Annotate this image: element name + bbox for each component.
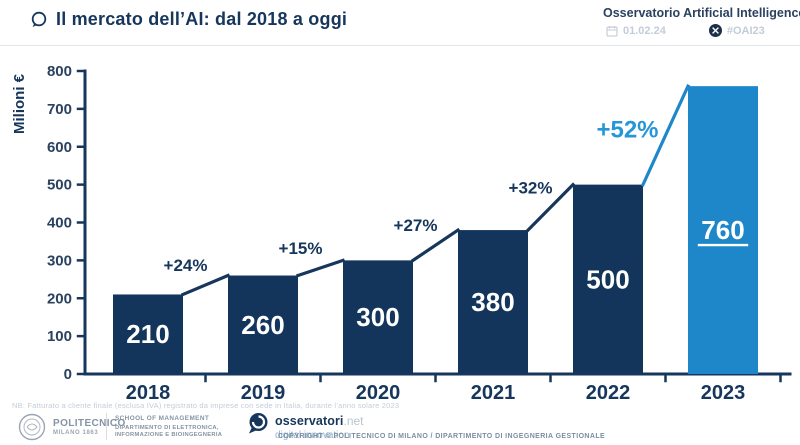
school-line3: INFORMAZIONE E BIOINGEGNERIA	[115, 432, 223, 438]
school-block: SCHOOL OF MANAGEMENT DIPARTIMENTO DI ELE…	[115, 415, 222, 439]
school-line1: SCHOOL OF MANAGEMENT	[115, 415, 210, 422]
x-category-label: 2022	[586, 382, 631, 404]
school-line2: DIPARTIMENTO DI ELETTRONICA,	[115, 425, 219, 431]
growth-label: +52%	[596, 116, 658, 143]
bar-2018	[113, 294, 183, 374]
osservatori-tld: .net	[343, 414, 364, 428]
politecnico-name: POLITECNICO	[53, 418, 126, 429]
date-label: 01.02.24	[623, 24, 666, 37]
osservatori-tagline: digital innovation	[275, 430, 350, 441]
page-title: Il mercato dell’AI: dal 2018 a oggi	[56, 9, 348, 29]
growth-label: +32%	[509, 178, 553, 197]
y-tick-label: 200	[47, 290, 72, 307]
politecnico-logo: POLITECNICO MILANO 1863	[18, 413, 126, 441]
bar-value-label: 210	[126, 319, 169, 349]
y-tick-label: 600	[47, 139, 72, 156]
brand-block: Osservatorio Artificial Intelligence 01.…	[596, 6, 800, 37]
bar-value-label: 300	[356, 302, 399, 332]
osservatori-name: osservatori	[275, 414, 344, 428]
footnote: NB: Fatturato a cliente finale (esclusa …	[12, 401, 400, 410]
bar-2019	[228, 275, 298, 374]
hashtag-label: #OAI23	[726, 24, 765, 37]
osservatori-bubble-icon	[249, 413, 268, 434]
politecnico-sub: MILANO 1863	[53, 430, 99, 436]
bar-2023	[688, 86, 758, 375]
speech-bubble-icon	[31, 11, 47, 27]
growth-label: +24%	[164, 256, 208, 275]
growth-line	[410, 227, 461, 263]
growth-line	[295, 258, 346, 278]
growth-line	[525, 182, 576, 233]
y-tick-label: 100	[47, 328, 72, 345]
bar-value-label: 760	[701, 215, 744, 245]
observatory-name: Osservatorio Artificial Intelligence	[603, 6, 800, 20]
politecnico-seal-icon	[18, 413, 46, 441]
growth-label: +15%	[279, 239, 323, 258]
growth-label: +27%	[394, 216, 438, 235]
growth-line	[640, 84, 691, 187]
meta-row: 01.02.24 #OAI23	[606, 24, 792, 37]
bar-value-label: 260	[241, 310, 284, 340]
y-tick-label: 400	[47, 215, 72, 232]
x-category-label: 2020	[356, 382, 401, 404]
bar-2022	[573, 184, 643, 374]
title-wrap: Il mercato dell’AI: dal 2018 a oggi	[30, 9, 347, 30]
x-category-label: 2018	[126, 382, 171, 404]
x-category-label: 2023	[701, 382, 746, 404]
y-tick-label: 800	[47, 63, 72, 80]
y-tick-label: 500	[47, 177, 72, 194]
x-category-label: 2019	[241, 382, 286, 404]
y-axis-title: Milioni €	[11, 73, 28, 134]
header: Il mercato dell’AI: dal 2018 a oggi Osse…	[0, 0, 800, 46]
y-tick-label: 0	[64, 366, 72, 383]
y-tick-label: 300	[47, 252, 72, 269]
calendar-icon	[606, 25, 618, 37]
footer: POLITECNICO MILANO 1863 SCHOOL OF MANAGE…	[0, 410, 800, 445]
bar-value-label: 500	[586, 264, 629, 294]
x-social-icon	[708, 24, 722, 37]
bar-2021	[458, 230, 528, 374]
footer-divider	[106, 413, 107, 440]
bar-2020	[343, 260, 413, 374]
x-category-label: 2021	[471, 382, 516, 404]
osservatori-logo: osservatori.net digital innovation	[247, 412, 364, 441]
copyright: COPYRIGHT © POLITECNICO DI MILANO / DIPA…	[278, 433, 606, 440]
y-tick-label: 700	[47, 101, 72, 118]
growth-line	[180, 273, 231, 297]
bar-value-label: 380	[471, 287, 514, 317]
